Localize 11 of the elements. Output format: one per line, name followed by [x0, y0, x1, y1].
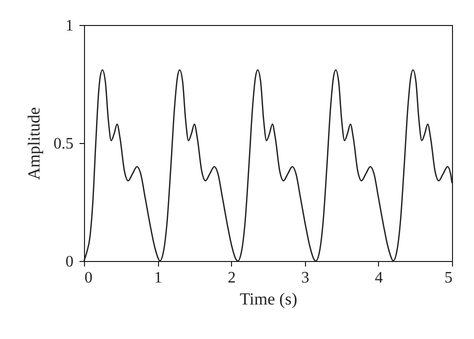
y-axis-title: Amplitude	[24, 107, 44, 180]
y-tick-label: 0	[66, 254, 74, 270]
x-tick-label: 2	[228, 270, 236, 286]
x-tick-label: 0	[84, 270, 92, 286]
x-axis-title: Time (s)	[240, 290, 298, 308]
x-tick-label: 3	[301, 270, 310, 286]
x-tick-label: 1	[154, 270, 162, 286]
x-tick-label: 4	[374, 270, 383, 286]
x-tick-label: 5	[444, 270, 452, 286]
y-tick-label: 0.5	[54, 136, 74, 152]
y-tick-label: 1	[66, 18, 74, 34]
